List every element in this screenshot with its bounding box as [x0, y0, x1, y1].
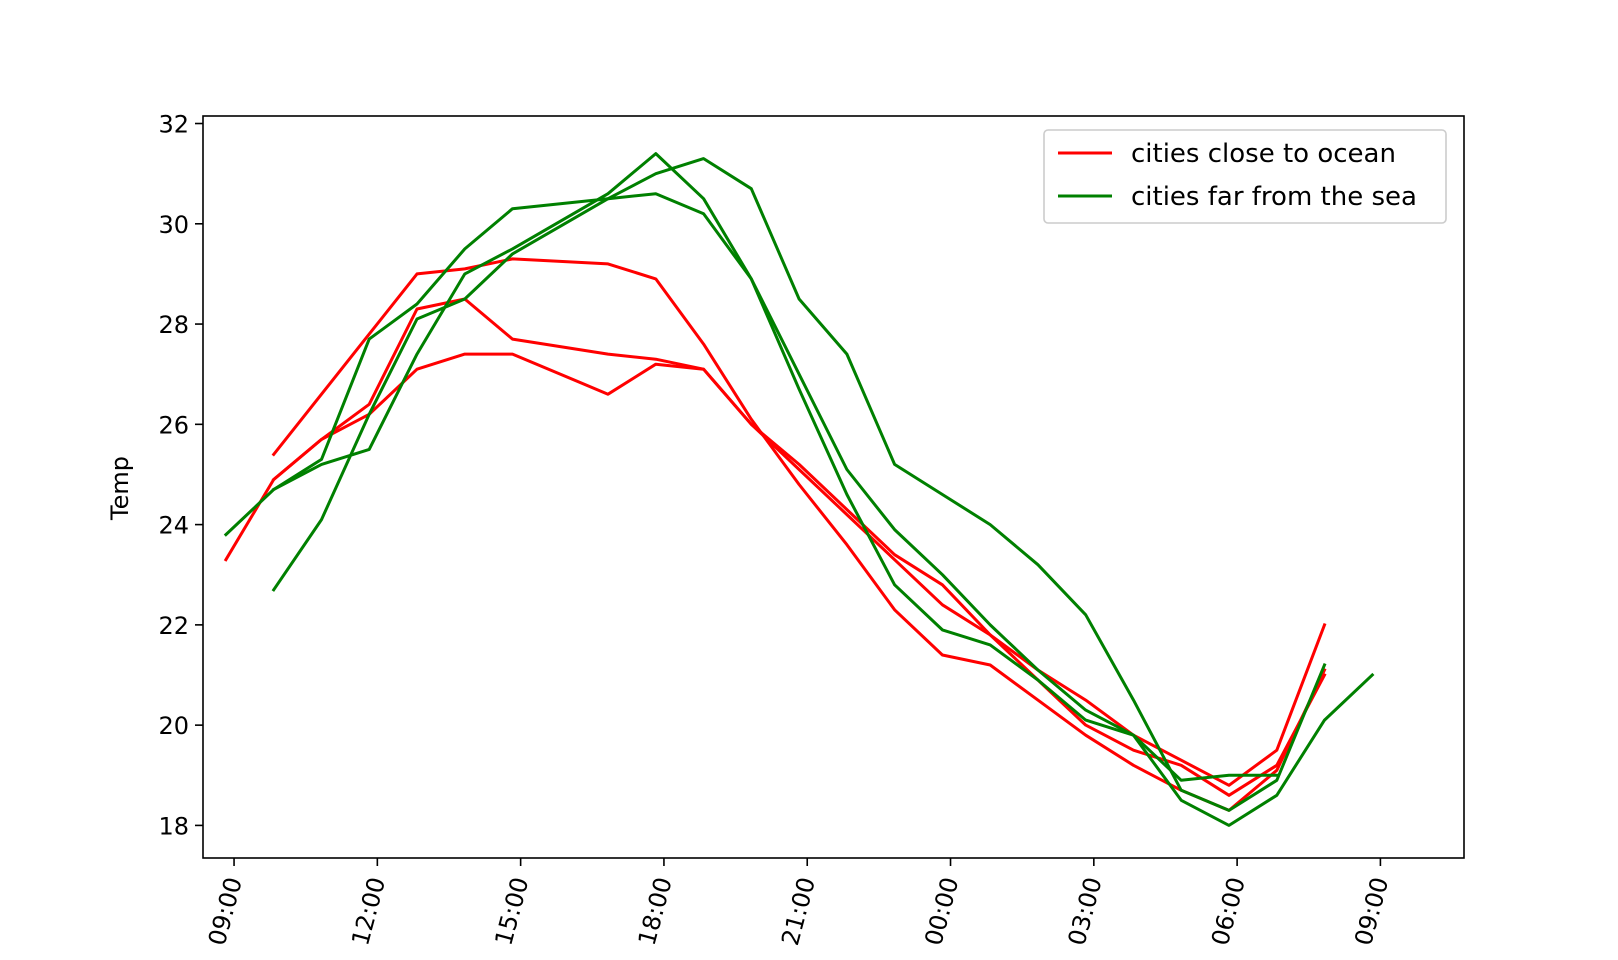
series-line-4: [223, 192, 1375, 827]
legend-box: [1043, 129, 1447, 224]
plot-area: 09:00 12:00 15:00 18:00 21:00 00:00 03:00 06:00…: [158, 111, 1465, 948]
series-line-6: [271, 157, 1327, 812]
y-tick-label: 20: [158, 712, 189, 740]
legend-label-ocean: cities close to ocean: [1131, 139, 1396, 169]
y-tick-label: 22: [158, 612, 189, 640]
series-layer: [223, 152, 1375, 827]
y-axis: 18 20 22 24 26 28 30 32: [158, 111, 203, 840]
legend: cities close to ocean cities far from th…: [1043, 129, 1447, 224]
y-tick-label: 32: [158, 111, 189, 139]
y-axis-label: Temp: [106, 456, 134, 521]
series-line-5: [271, 152, 1279, 782]
y-tick-label: 18: [158, 812, 189, 840]
y-tick-label: 24: [158, 512, 189, 540]
y-tick-label: 30: [158, 211, 189, 239]
y-tick-label: 26: [158, 411, 189, 439]
axes-frame: [202, 115, 1465, 859]
legend-label-far: cities far from the sea: [1131, 182, 1417, 212]
series-line-2: [271, 257, 1327, 812]
y-tick-label: 28: [158, 311, 189, 339]
